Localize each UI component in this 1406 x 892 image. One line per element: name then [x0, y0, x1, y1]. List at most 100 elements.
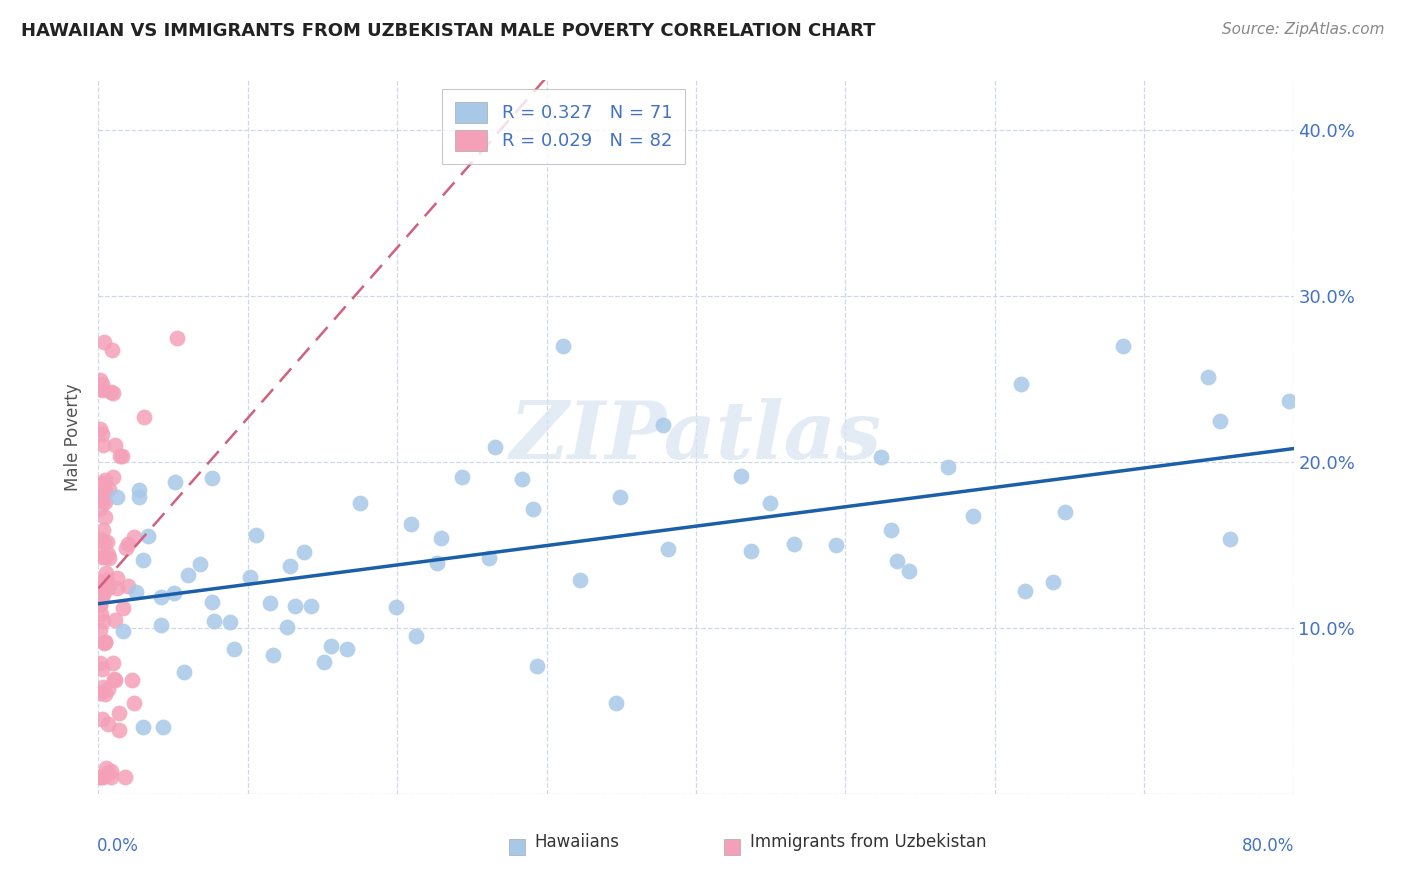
Point: [103, 386, 125, 401]
Text: HAWAIIAN VS IMMIGRANTS FROM UZBEKISTAN MALE POVERTY CORRELATION CHART: HAWAIIAN VS IMMIGRANTS FROM UZBEKISTAN M…: [21, 22, 876, 40]
Point: [177, 568, 200, 582]
Point: [262, 648, 284, 663]
Point: [108, 450, 131, 464]
Text: 80.0%: 80.0%: [1243, 837, 1295, 855]
Point: [284, 599, 307, 613]
Point: [880, 523, 903, 537]
Point: [89, 574, 111, 589]
Point: [97, 681, 120, 696]
Point: [962, 509, 984, 524]
Point: [115, 541, 138, 555]
Point: [385, 600, 408, 615]
Point: [405, 629, 427, 643]
Point: [526, 659, 548, 673]
Point: [292, 545, 315, 559]
Point: [122, 530, 145, 544]
Point: [94, 483, 117, 497]
Text: ZIPatlas: ZIPatlas: [510, 399, 882, 475]
Point: [245, 528, 267, 542]
Point: [1042, 574, 1064, 589]
Point: [166, 331, 188, 345]
Point: [125, 585, 148, 599]
Point: [91, 681, 114, 695]
Point: [730, 468, 752, 483]
Point: [188, 557, 211, 571]
Point: [553, 339, 575, 353]
Point: [93, 334, 115, 349]
Point: [91, 426, 114, 441]
Point: [91, 588, 114, 602]
Point: [105, 581, 128, 595]
Point: [478, 550, 501, 565]
Point: [91, 377, 114, 392]
Point: [93, 485, 115, 500]
Point: [89, 422, 111, 436]
Point: [1112, 339, 1135, 353]
Point: [107, 706, 129, 721]
Point: [312, 655, 335, 669]
Point: [100, 384, 122, 399]
Point: [97, 547, 120, 561]
Point: [94, 473, 117, 487]
Point: [94, 635, 117, 649]
Point: [91, 662, 114, 676]
Point: [259, 596, 281, 610]
Point: [121, 673, 143, 687]
Point: [128, 483, 150, 497]
Point: [94, 509, 117, 524]
Point: [89, 382, 111, 396]
Y-axis label: Male Poverty: Male Poverty: [65, 384, 83, 491]
Point: [759, 496, 782, 510]
Point: [321, 639, 343, 653]
Point: [89, 686, 111, 700]
Point: [103, 470, 125, 484]
Point: [89, 597, 111, 611]
Point: [173, 665, 195, 679]
Point: [90, 607, 112, 622]
Legend: R = 0.327   N = 71, R = 0.029   N = 82: R = 0.327 N = 71, R = 0.029 N = 82: [441, 89, 685, 163]
Point: [101, 656, 124, 670]
Point: [90, 588, 112, 602]
Point: [1219, 532, 1241, 546]
Point: [91, 438, 114, 452]
Text: Immigrants from Uzbekistan: Immigrants from Uzbekistan: [749, 833, 986, 851]
Point: [91, 493, 114, 508]
Point: [1278, 394, 1301, 409]
Point: [201, 471, 224, 485]
Point: [430, 531, 453, 545]
Point: [162, 586, 184, 600]
Point: [484, 440, 506, 454]
Point: [122, 696, 145, 710]
Point: [136, 528, 159, 542]
Point: [94, 761, 117, 775]
Point: [93, 636, 115, 650]
Point: [91, 615, 114, 629]
Point: [152, 721, 174, 735]
Point: [89, 547, 111, 561]
Point: [111, 601, 134, 615]
Point: [132, 409, 155, 424]
Point: [96, 766, 118, 780]
Text: Hawaiians: Hawaiians: [534, 833, 620, 851]
Point: [104, 437, 127, 451]
Point: [98, 482, 121, 496]
Point: [97, 716, 120, 731]
Point: [336, 641, 359, 656]
Point: [96, 535, 118, 549]
Point: [108, 723, 131, 737]
Point: [605, 696, 627, 710]
Point: [98, 551, 121, 566]
Point: [150, 590, 173, 604]
Point: [132, 721, 155, 735]
Point: [657, 541, 679, 556]
Point: [101, 343, 124, 357]
Point: [278, 559, 301, 574]
Text: 0.0%: 0.0%: [97, 837, 139, 855]
Point: [783, 537, 806, 551]
Point: [94, 687, 117, 701]
Point: [94, 550, 117, 565]
Point: [218, 615, 240, 629]
Point: [239, 570, 262, 584]
Point: [94, 566, 117, 581]
Point: [104, 673, 127, 687]
